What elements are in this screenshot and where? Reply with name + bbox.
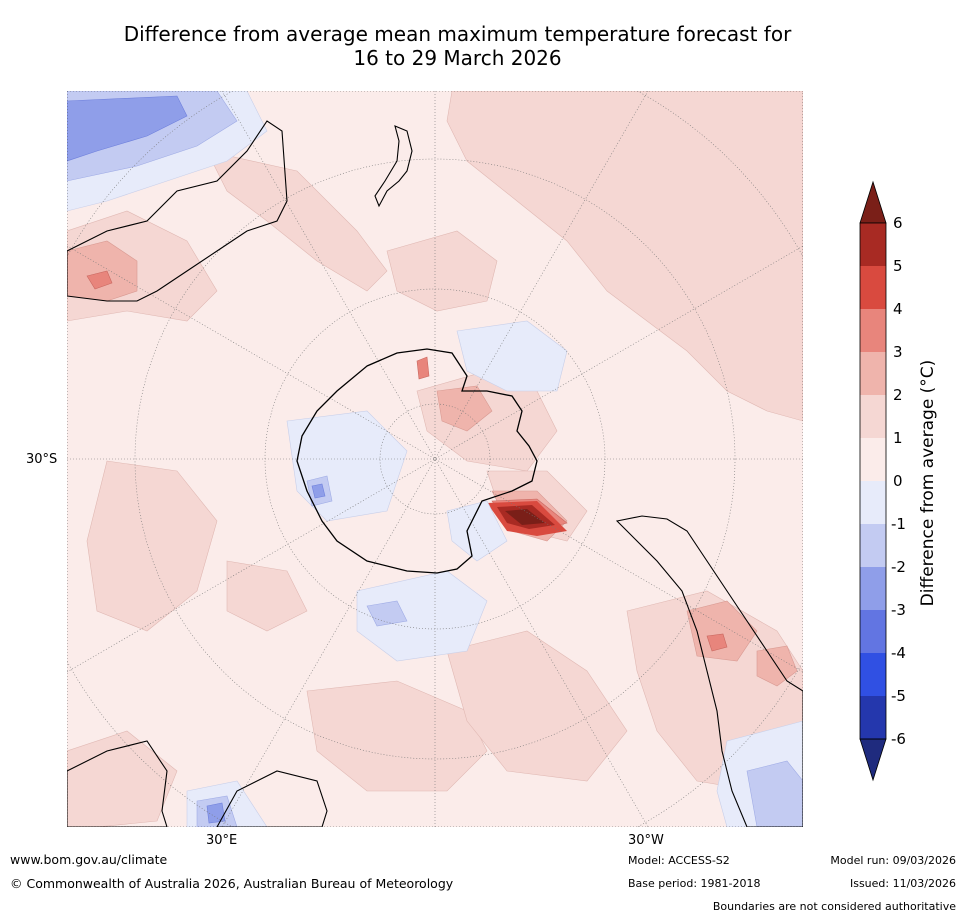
footer-base-period: Base period: 1981-2018 [628,877,761,890]
footer-website[interactable]: www.bom.gov.au/climate [10,852,168,867]
colorbar-band-m2-m1 [860,524,886,567]
anomaly-minus-3-to-minus-2 [67,95,326,824]
colorbar-band-m4-m3 [860,610,886,653]
colorbar-tick-minus-5: -5 [891,687,906,705]
colorbar-band-m1-0 [860,481,886,524]
colorbar-title: Difference from average (°C) [918,359,938,607]
footer-model: Model: ACCESS-S2 [628,854,730,867]
colorbar-tick-minus-6: -6 [891,730,906,748]
lon-label-30e: 30°E [206,833,238,848]
antarctica-outline [296,348,538,574]
title-line-1: Difference from average mean maximum tem… [123,22,792,46]
south-america-outline [615,515,803,827]
colorbar [859,180,887,782]
colorbar-band-0-1 [860,438,886,481]
lat-label-30s: 30°S [26,452,58,467]
colorbar-tick-0: 0 [893,472,903,490]
colorbar-band-3-4 [860,309,886,352]
colorbar-band-2-3 [860,352,886,395]
footer-disclaimer: Boundaries are not considered authoritat… [712,900,956,913]
colorbar-tick-minus-4: -4 [891,644,906,662]
colorbar-tick-4: 4 [893,300,903,318]
new-zealand-outline [374,125,413,208]
colorbar-tick-1: 1 [893,429,903,447]
footer-copyright: © Commonwealth of Australia 2026, Austra… [10,876,454,891]
colorbar-tick-minus-2: -2 [891,558,906,576]
title-line-2: 16 to 29 March 2026 [353,46,562,70]
forecast-map [67,91,803,827]
colorbar-over-arrow [859,180,887,224]
map-title: Difference from average mean maximum tem… [60,22,855,70]
colorbar-band-1-2 [860,395,886,438]
colorbar-band-m6-m5 [860,696,886,739]
anomaly-strong-warm [487,501,567,536]
lon-label-30w: 30°W [628,833,664,848]
colorbar-band-m3-m2 [860,567,886,610]
colorbar-band-4-5 [860,266,886,309]
colorbar-tick-minus-1: -1 [891,515,906,533]
colorbar-tick-6: 6 [893,214,903,232]
footer-issued: Issued: 11/03/2026 [849,877,956,890]
colorbar-band-5-6 [860,223,886,266]
colorbar-tick-3: 3 [893,343,903,361]
colorbar-band-m5-m4 [860,653,886,696]
colorbar-tick-5: 5 [893,257,903,275]
colorbar-tick-2: 2 [893,386,903,404]
footer-model-run: Model run: 09/03/2026 [830,854,956,867]
colorbar-under-arrow [859,738,887,782]
australia-outline [67,120,288,302]
africa-outline [67,740,328,827]
anomaly-1-to-2 [67,91,803,827]
colorbar-tick-minus-3: -3 [891,601,906,619]
graticule [67,91,803,827]
